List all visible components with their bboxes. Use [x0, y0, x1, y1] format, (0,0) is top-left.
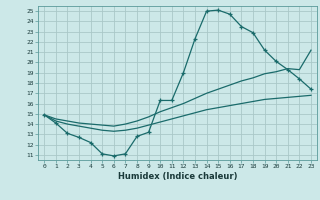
X-axis label: Humidex (Indice chaleur): Humidex (Indice chaleur) [118, 172, 237, 181]
